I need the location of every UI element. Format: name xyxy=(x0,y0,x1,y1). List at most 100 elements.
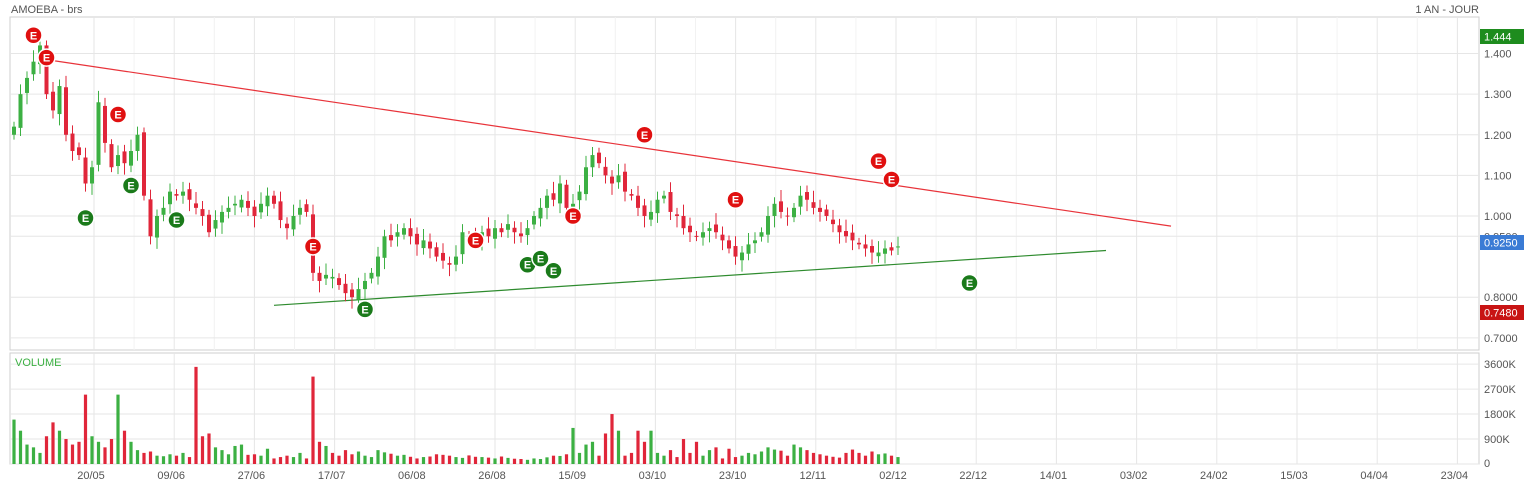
candle xyxy=(753,232,757,253)
candle xyxy=(766,206,770,243)
volume-bar xyxy=(740,455,744,464)
candle xyxy=(272,190,276,209)
volume-bar xyxy=(759,451,764,464)
volume-bar xyxy=(688,452,692,464)
candle xyxy=(577,185,582,212)
svg-text:E: E xyxy=(537,254,544,266)
volume-bar xyxy=(51,422,55,464)
candle xyxy=(291,204,296,236)
volume-bar xyxy=(714,447,718,464)
volume-bar xyxy=(103,447,107,464)
earnings-marker-red: E xyxy=(726,190,745,209)
earnings-marker-green: E xyxy=(355,300,375,319)
candle xyxy=(870,239,874,264)
period-label: 1 AN - JOUR xyxy=(1415,4,1479,16)
candle xyxy=(844,219,848,243)
candle xyxy=(337,273,341,290)
volume-bar xyxy=(220,450,224,464)
y-tick-label: 0.8000 xyxy=(1484,292,1518,304)
candle xyxy=(233,195,237,216)
candle xyxy=(727,235,731,254)
candle xyxy=(889,242,894,256)
x-tick-label: 03/02 xyxy=(1120,470,1148,482)
volume-bar xyxy=(96,441,101,464)
x-tick-label: 09/06 xyxy=(157,470,185,482)
price-grid xyxy=(10,17,1479,350)
x-tick-label: 14/01 xyxy=(1040,470,1068,482)
candle xyxy=(109,139,114,173)
volume-bar xyxy=(213,447,218,464)
volume-bar xyxy=(324,445,328,464)
candle xyxy=(740,246,744,272)
candle xyxy=(545,189,549,220)
candle xyxy=(31,50,36,81)
candle xyxy=(519,222,523,243)
volume-tick-label: 900K xyxy=(1484,434,1510,446)
candle xyxy=(18,84,23,136)
volume-bar xyxy=(512,458,517,464)
volume-bar xyxy=(337,455,341,464)
candle xyxy=(220,205,224,234)
volume-bar xyxy=(753,454,757,464)
candle xyxy=(532,211,536,230)
volume-bar xyxy=(343,450,348,464)
candle xyxy=(278,191,283,229)
volume-bar xyxy=(382,452,387,464)
candle xyxy=(129,139,133,173)
candle xyxy=(408,218,413,245)
volume-bar xyxy=(57,430,62,464)
svg-text:E: E xyxy=(30,30,37,42)
volume-bar xyxy=(369,457,374,464)
candle xyxy=(25,71,29,105)
volume-bar xyxy=(142,452,146,464)
svg-text:0.7480: 0.7480 xyxy=(1484,308,1518,320)
volume-bar xyxy=(545,457,549,464)
x-tick-label: 23/10 xyxy=(719,470,747,482)
x-tick-label: 17/07 xyxy=(318,470,346,482)
volume-bar xyxy=(408,456,413,464)
x-tick-label: 27/06 xyxy=(238,470,266,482)
volume-bar xyxy=(551,455,556,464)
candle xyxy=(142,127,146,201)
volume-bar xyxy=(525,459,530,464)
candle xyxy=(252,200,257,228)
volume-bar xyxy=(785,455,790,464)
earnings-marker-green: E xyxy=(121,176,141,195)
candle xyxy=(226,196,231,219)
volume-bar xyxy=(70,444,75,464)
svg-text:E: E xyxy=(173,215,180,227)
volume-bar xyxy=(467,455,471,464)
candle xyxy=(324,263,328,286)
volume-bar xyxy=(694,441,699,464)
x-tick-label: 23/04 xyxy=(1441,470,1469,482)
y-tick-label: 1.000 xyxy=(1484,211,1512,223)
earnings-marker-red: E xyxy=(466,231,485,250)
volume-bar xyxy=(311,376,315,464)
earnings-marker-red: E xyxy=(882,170,901,189)
svg-text:E: E xyxy=(550,266,557,278)
earnings-marker-green: E xyxy=(960,273,979,293)
volume-bar xyxy=(655,452,660,464)
candle xyxy=(733,236,738,265)
candle xyxy=(356,277,361,307)
volume-bar xyxy=(350,454,354,464)
volume-bar xyxy=(317,441,322,464)
y-tick-label: 1.300 xyxy=(1484,89,1512,101)
volume-bar xyxy=(538,459,543,464)
candle xyxy=(213,210,218,237)
volume-bar xyxy=(824,455,829,464)
volume-bar xyxy=(493,458,497,464)
volume-bar xyxy=(233,445,237,464)
volume-bar xyxy=(363,455,367,464)
earnings-marker-green: E xyxy=(531,249,550,268)
last-price-tag: 0.9250 xyxy=(1480,235,1524,250)
svg-text:E: E xyxy=(524,260,531,272)
volume-bar xyxy=(577,452,582,464)
volume-bar xyxy=(200,436,205,464)
candle xyxy=(135,126,140,161)
volume-bar xyxy=(83,394,88,464)
volume-bar xyxy=(174,455,179,464)
svg-text:E: E xyxy=(127,181,134,193)
candle xyxy=(454,245,458,272)
